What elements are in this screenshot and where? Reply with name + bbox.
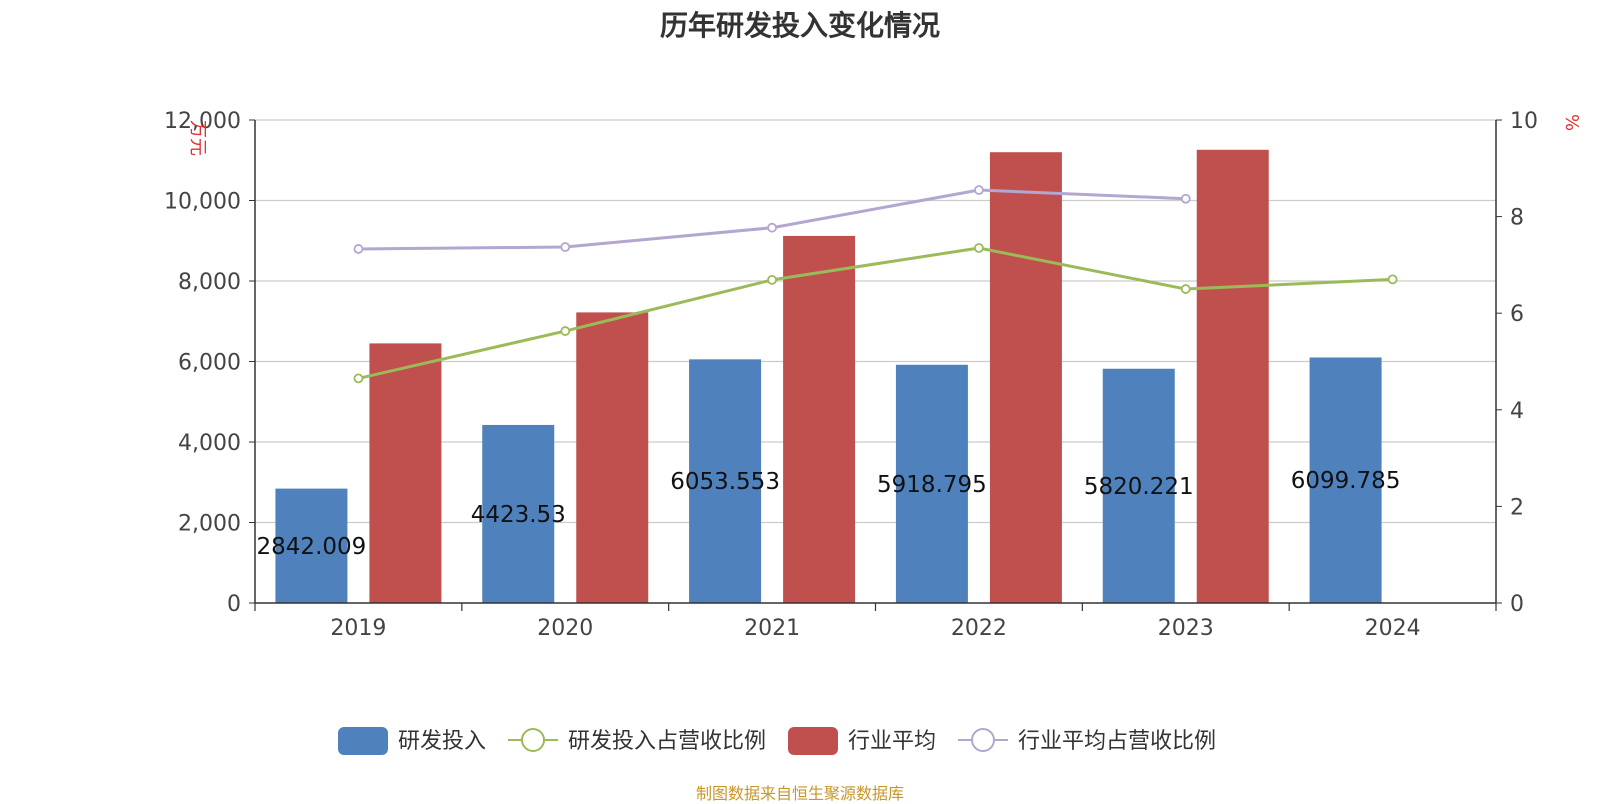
y-right-tick-label: 10	[1510, 109, 1538, 134]
bar-industry-average	[369, 343, 442, 603]
bar-data-label: 5918.795	[877, 472, 987, 498]
y-left-axis-label: 万元	[187, 120, 208, 156]
y-left-tick-label: 6,000	[178, 351, 241, 376]
bar-data-label: 6099.785	[1291, 468, 1401, 494]
y-left-tick-label: 10,000	[164, 190, 241, 215]
legend-bar-swatch	[788, 727, 838, 755]
bar-data-label: 2842.009	[257, 534, 367, 560]
y-left-tick-label: 12,000	[164, 109, 241, 134]
x-tick-label: 2022	[951, 616, 1007, 641]
line-point	[1180, 284, 1191, 294]
y-left-tick-label: 2,000	[178, 512, 241, 537]
bar-rd-investment	[275, 488, 348, 603]
y-right-tick-label: 6	[1510, 302, 1524, 327]
line-rd-ratio	[358, 246, 1393, 380]
y-right-tick-label: 8	[1510, 206, 1524, 231]
legend-item: 研发投入占营收比例	[508, 728, 766, 754]
legend-item: 行业平均	[788, 727, 936, 755]
bar-industry-average	[989, 152, 1062, 603]
legend-label: 行业平均	[848, 729, 936, 754]
y-left-tick-label: 8,000	[178, 270, 241, 295]
legend-marker	[521, 728, 545, 752]
x-tick-label: 2020	[537, 616, 593, 641]
y-left-tick-label: 4,000	[178, 431, 241, 456]
grid-lines	[255, 119, 1496, 524]
x-tick-label: 2024	[1365, 616, 1421, 641]
bar-data-label: 5820.221	[1084, 474, 1194, 500]
legend-marker	[971, 728, 995, 752]
bar-rd-investment	[1102, 368, 1175, 603]
line-point	[1180, 193, 1191, 204]
bar-data-label: 6053.553	[670, 469, 780, 495]
data-labels: 2842.009 4423.53 6053.553 5918.795 5820.221 6…	[257, 468, 1401, 560]
y-right-axis-label: %	[1561, 114, 1582, 131]
line-point	[560, 326, 571, 336]
bar-rd-investment	[482, 424, 555, 603]
bar-rd-investment	[895, 364, 968, 603]
line-marks	[353, 185, 1398, 384]
y-right-tick-label: 2	[1510, 495, 1524, 520]
legend-label: 研发投入占营收比例	[568, 729, 766, 754]
x-tick-label: 2021	[744, 616, 800, 641]
y-left-tick-label: 0	[227, 592, 241, 617]
x-tick-label: 2019	[330, 616, 386, 641]
y-right-tick-label: 0	[1510, 592, 1524, 617]
legend: 研发投入 研发投入占营收比例 行业平均 行业平均占营收比例	[338, 727, 1216, 755]
line-point	[353, 244, 364, 254]
line-point	[767, 222, 777, 233]
bar-data-label: 4423.53	[471, 502, 566, 528]
legend-item: 研发投入	[338, 727, 486, 755]
x-tick-label: 2023	[1158, 616, 1214, 641]
bar-industry-average	[783, 235, 856, 604]
legend-label: 行业平均占营收比例	[1018, 729, 1216, 754]
legend-bar-swatch	[338, 727, 388, 755]
source-note: 制图数据来自恒生聚源数据库	[695, 784, 904, 803]
bar-industry-average	[1196, 149, 1269, 603]
axes: 0 2,000 4,000 6,000 8,000 10,000 12,000 0 2 4 6 8 10…	[164, 109, 1582, 641]
line-point	[767, 274, 777, 285]
line-point	[974, 185, 984, 195]
bar-industry-average	[576, 312, 649, 603]
legend-label: 研发投入	[398, 729, 486, 754]
bar-marks	[275, 149, 1382, 604]
bar-rd-investment	[1309, 357, 1382, 603]
line-point	[1387, 274, 1398, 285]
line-point	[353, 373, 364, 384]
chart-title: 历年研发投入变化情况	[659, 9, 940, 42]
line-point	[974, 243, 984, 253]
line-point	[560, 242, 571, 252]
bar-rd-investment	[689, 359, 762, 603]
legend-item: 行业平均占营收比例	[958, 728, 1216, 754]
y-right-tick-label: 4	[1510, 399, 1524, 424]
